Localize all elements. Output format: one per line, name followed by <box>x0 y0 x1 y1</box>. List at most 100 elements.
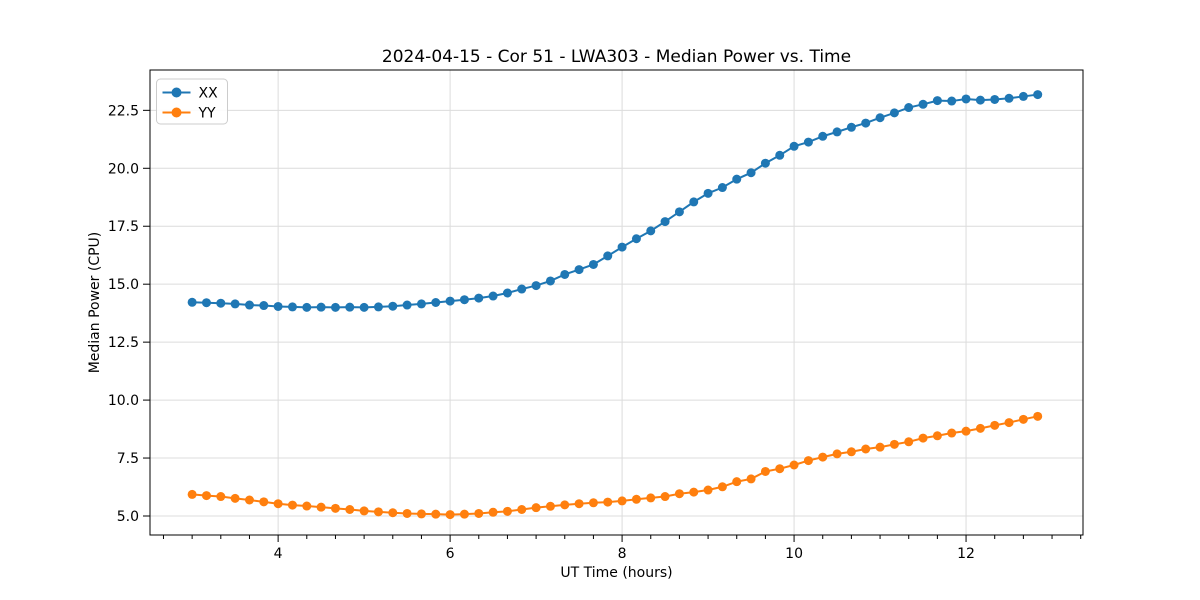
series-xx-marker <box>259 301 269 311</box>
series-xx-marker <box>302 302 312 312</box>
series-xx-marker <box>975 95 985 105</box>
series-xx-marker <box>846 122 856 132</box>
series-xx-marker <box>789 141 799 151</box>
series-xx-marker <box>875 113 885 123</box>
series-xx-marker <box>603 251 613 261</box>
series-yy-marker <box>574 499 584 509</box>
series-xx-marker <box>775 150 785 160</box>
series-yy-marker <box>861 444 871 454</box>
series-xx-marker <box>560 269 570 279</box>
series-yy-marker <box>631 494 641 504</box>
series-yy-marker <box>459 509 469 519</box>
series-xx-marker <box>717 183 727 193</box>
series-xx-marker <box>187 297 197 307</box>
series-xx-marker <box>488 291 498 301</box>
series-xx-marker <box>947 96 957 106</box>
series-yy-marker <box>431 509 441 519</box>
series-xx-marker <box>617 242 627 252</box>
series-yy-marker <box>230 493 240 503</box>
series-xx-marker <box>201 298 211 308</box>
series-yy-marker <box>445 510 455 520</box>
tick-layer: 4 6 8 10 12 5.0 7.5 10.0 12.5 15.0 17.5 20.0 22.5 <box>108 103 1082 562</box>
grid-layer <box>150 70 1083 535</box>
series-yy-marker <box>760 466 770 476</box>
series-xx-marker <box>588 259 598 269</box>
series-yy-marker <box>488 507 498 517</box>
series-yy-marker <box>259 497 269 507</box>
y-tick-label: 7.5 <box>117 451 139 467</box>
series-xx-line <box>192 93 1038 309</box>
series-xx-marker <box>287 302 297 312</box>
y-tick-label: 17.5 <box>108 219 139 235</box>
series-yy-marker <box>975 423 985 433</box>
series-xx-marker <box>445 296 455 306</box>
series-xx-marker <box>531 281 541 291</box>
series-xx-marker <box>359 302 369 312</box>
plot-border <box>149 69 1084 536</box>
series-xx-marker <box>961 94 971 104</box>
series-xx-marker <box>402 300 412 310</box>
series-xx-marker <box>932 96 942 106</box>
series-xx-marker <box>517 284 527 294</box>
series-xx-marker <box>230 299 240 309</box>
x-tick-label: 12 <box>957 546 975 562</box>
series-yy-marker <box>717 482 727 492</box>
series-yy-marker <box>502 506 512 516</box>
series-yy-marker <box>990 420 1000 430</box>
series-yy-marker <box>660 492 670 502</box>
series-yy-marker <box>918 433 928 443</box>
series-yy-marker <box>689 487 699 497</box>
series-yy-marker <box>818 452 828 462</box>
series-yy-marker <box>1004 418 1014 428</box>
series-xx-marker <box>660 217 670 227</box>
series-yy-marker <box>846 447 856 457</box>
series-yy-marker <box>646 493 656 503</box>
series-xx-marker <box>861 118 871 128</box>
series-yy-marker <box>416 509 426 519</box>
series-yy-marker <box>474 508 484 518</box>
series-yy-marker <box>560 500 570 510</box>
series-yy-marker <box>789 460 799 470</box>
legend-label: YY <box>198 106 217 122</box>
series-yy-marker <box>875 442 885 452</box>
series-yy-marker <box>345 505 355 514</box>
series-yy-marker <box>904 437 914 447</box>
y-tick-label: 12.5 <box>108 335 139 351</box>
y-tick-label: 5.0 <box>117 509 139 525</box>
series-xx-marker <box>818 131 828 141</box>
series-xx-marker <box>373 302 383 312</box>
series-yy-marker <box>531 503 541 513</box>
y-tick-label: 20.0 <box>108 161 139 177</box>
series-xx-marker <box>703 188 713 198</box>
series-yy-marker <box>775 464 785 474</box>
series-yy-marker <box>302 501 312 511</box>
series-xx-marker <box>904 103 914 113</box>
legend-label: XX <box>199 86 219 102</box>
series-yy-marker <box>244 495 254 505</box>
series-yy-marker <box>373 507 383 517</box>
series-xx-marker <box>388 301 398 311</box>
series-yy-marker <box>961 426 971 436</box>
y-tick-label: 10.0 <box>108 393 139 409</box>
series-xx-marker <box>416 299 426 309</box>
series-yy-marker <box>947 428 957 438</box>
series-xx-marker <box>1004 93 1014 103</box>
series-xx-marker <box>803 137 813 147</box>
series-yy-marker <box>359 506 369 516</box>
series-yy-marker <box>330 503 340 513</box>
series-yy-marker <box>273 499 283 509</box>
series-xx-marker <box>689 197 699 207</box>
series-yy-marker <box>889 439 899 449</box>
series-yy-marker <box>216 492 226 502</box>
series-yy-marker <box>832 449 842 459</box>
series-xx-marker <box>918 99 928 109</box>
y-axis-label: Median Power (CPU) <box>87 232 103 374</box>
series-xx-marker <box>474 293 484 303</box>
series-xx-marker <box>244 300 254 310</box>
chart-title: 2024-04-15 - Cor 51 - LWA303 - Median Po… <box>382 47 851 67</box>
series-xx-marker <box>574 265 584 275</box>
series-xx-marker <box>889 108 899 118</box>
series-xx-marker <box>1033 90 1043 100</box>
x-tick-label: 8 <box>618 546 627 562</box>
